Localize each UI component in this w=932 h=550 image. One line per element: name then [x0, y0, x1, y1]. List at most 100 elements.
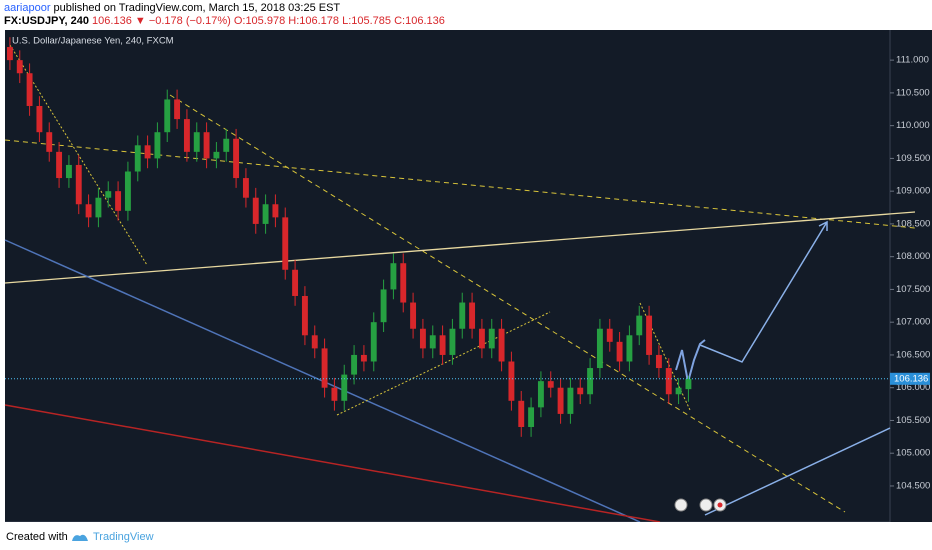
trendline: [4, 211, 916, 284]
y-tick-label: 104.500: [896, 480, 930, 491]
candle-body: [233, 138, 240, 179]
candle-body: [282, 217, 289, 270]
candle-body: [95, 197, 102, 218]
candle-body: [459, 302, 466, 329]
y-tick-label: 108.500: [896, 218, 930, 229]
candle-body: [646, 315, 653, 355]
published: published on TradingView.com, March 15, …: [53, 2, 341, 14]
open: O:105.978: [233, 15, 286, 27]
candle-body: [26, 73, 33, 106]
candle-body: [498, 328, 505, 362]
candle-body: [429, 335, 436, 349]
candle-body: [419, 328, 426, 349]
candle-body: [124, 171, 131, 211]
candle-body: [193, 132, 200, 152]
candle-body: [380, 289, 387, 323]
arrowhead: [818, 220, 828, 231]
y-tick-label: 110.000: [896, 120, 930, 131]
candle-body: [557, 387, 564, 414]
candle-body: [636, 315, 643, 336]
logo: [72, 534, 88, 541]
publisher[interactable]: aariapoor: [4, 2, 51, 14]
y-tick-label: 105.500: [896, 415, 930, 426]
high: H:106.178: [288, 15, 340, 27]
candle-body: [341, 374, 348, 401]
close: C:106.136: [394, 15, 445, 27]
symbol: FX:USDJPY, 240: [4, 15, 89, 27]
last-price-label: 106.136: [894, 373, 928, 384]
candle-body: [596, 328, 603, 369]
candle-body: [46, 132, 53, 152]
trendline: [9, 44, 148, 266]
candle-body: [577, 387, 584, 395]
candle-body: [488, 328, 495, 349]
symbol-line: FX:USDJPY, 240 106.136 ▼ −0.178 (−0.17%)…: [4, 15, 445, 27]
candle-body: [242, 178, 249, 198]
candle-body: [174, 99, 181, 120]
event-icon[interactable]: [674, 498, 688, 512]
projection: [699, 221, 828, 363]
event-icon[interactable]: [699, 498, 713, 512]
candle-body: [370, 322, 377, 362]
candle-body: [6, 47, 13, 61]
candle-body: [655, 354, 662, 369]
candle-body: [469, 302, 476, 329]
candle-body: [213, 151, 220, 159]
candle-body: [154, 132, 161, 159]
candle-body: [410, 302, 417, 329]
candle-body: [528, 407, 535, 428]
candle-body: [508, 361, 515, 401]
trendline: [336, 311, 551, 416]
candle-body: [75, 164, 82, 205]
candle-body: [547, 381, 554, 388]
y-tick-label: 105.000: [896, 448, 930, 459]
chart-bg: [5, 30, 932, 536]
candle-body: [606, 328, 613, 342]
candle-body: [616, 341, 623, 362]
candle-body: [301, 295, 308, 336]
candle-body: [478, 328, 485, 349]
created-with: Created with: [6, 531, 68, 543]
brand[interactable]: TradingView: [93, 531, 154, 543]
candle-body: [115, 191, 122, 211]
candle-body: [321, 348, 328, 388]
candle-body: [567, 387, 574, 414]
candle-body: [144, 145, 151, 159]
y-tick-label: 106.000: [896, 382, 930, 393]
candle-body: [665, 368, 672, 395]
trendline: [4, 404, 661, 523]
candle-body: [626, 335, 633, 362]
candle-body: [587, 368, 594, 395]
y-tick-label: 106.500: [896, 349, 930, 360]
y-tick-label: 109.000: [896, 186, 930, 197]
candle-body: [390, 263, 397, 290]
y-tick-label: 107.000: [896, 317, 930, 328]
projection: [675, 339, 706, 383]
candle-body: [331, 387, 338, 401]
candle-body: [203, 132, 210, 159]
candle-body: [439, 335, 446, 355]
candle-body: [400, 263, 407, 303]
candle-body: [449, 328, 456, 355]
candle-body: [105, 191, 112, 198]
change: ▼ −0.178 (−0.17%): [134, 15, 231, 27]
y-tick-label: 110.500: [896, 87, 930, 98]
last-price-box: [890, 372, 930, 385]
candle-body: [16, 60, 23, 74]
trendline: [169, 94, 846, 513]
candle-body: [85, 204, 92, 218]
event-icon-dot: [717, 502, 723, 508]
price: 106.136: [92, 15, 132, 27]
candle-body: [56, 151, 63, 179]
candle-body: [183, 119, 190, 152]
candle-body: [252, 197, 259, 224]
candle-body: [262, 204, 269, 224]
projection: [704, 427, 891, 516]
candle-body: [675, 387, 682, 395]
chart-title: U.S. Dollar/Japanese Yen, 240, FXCM: [12, 36, 174, 47]
candle-body: [164, 99, 171, 133]
candle-body: [518, 400, 525, 428]
y-tick-label: 107.500: [896, 284, 930, 295]
footer: Created with TradingView: [0, 522, 932, 550]
